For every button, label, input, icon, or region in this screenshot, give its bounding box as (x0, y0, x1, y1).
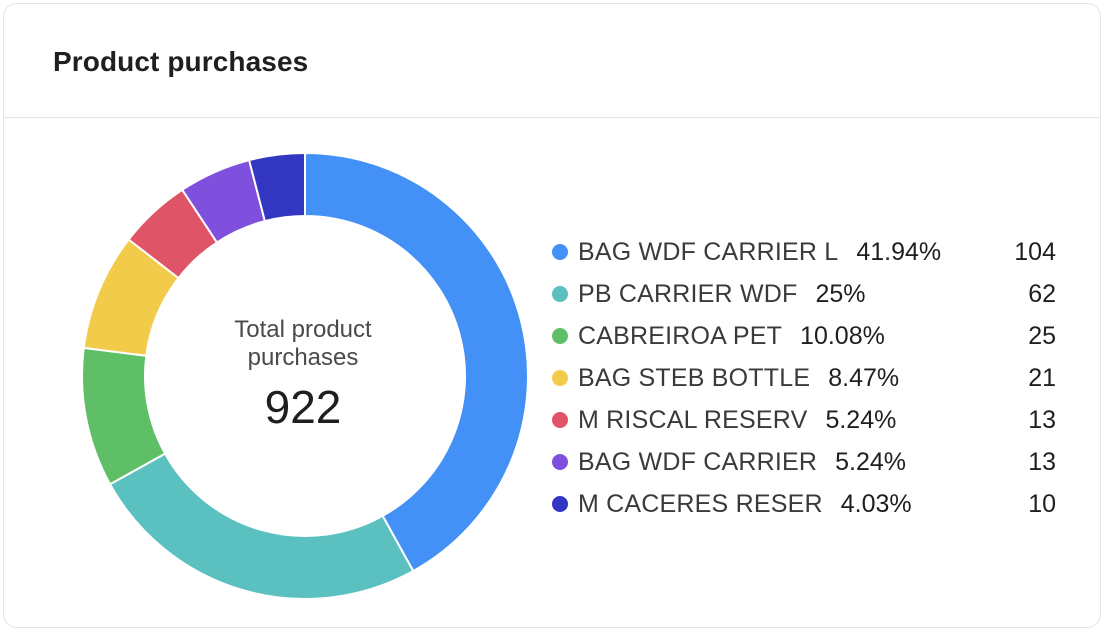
legend-swatch (552, 496, 568, 512)
legend-label: PB CARRIER WDF (578, 279, 798, 308)
legend-label: CABREIROA PET (578, 321, 783, 350)
legend-percent: 8.47% (828, 363, 900, 392)
legend-label: M RISCAL RESERV (578, 405, 808, 434)
legend-label: BAG WDF CARRIER (578, 447, 818, 476)
product-purchases-card: Product purchases Total product purchase… (3, 3, 1101, 628)
center-total-value: 922 (264, 381, 342, 433)
legend-percent: 41.94% (856, 237, 942, 266)
legend-value: 13 (1028, 405, 1056, 434)
legend-label: BAG WDF CARRIER L (578, 237, 839, 266)
legend-item[interactable]: M CACERES RESER 4.03% 10 (552, 483, 1056, 525)
legend-swatch (552, 286, 568, 302)
donut-chart (81, 151, 529, 600)
legend-value: 21 (1028, 363, 1056, 392)
legend-percent: 25% (815, 279, 866, 308)
legend-label: M CACERES RESER (578, 489, 823, 518)
donut-slice-7[interactable] (247, 151, 306, 223)
legend-percent: 10.08% (800, 321, 885, 350)
legend-swatch (552, 370, 568, 386)
legend-value: 62 (1028, 279, 1056, 308)
legend-swatch (552, 454, 568, 470)
legend-label: BAG STEB BOTTLE (578, 363, 811, 392)
legend-item[interactable]: BAG STEB BOTTLE 8.47% 21 (552, 357, 1056, 399)
legend-percent: 5.24% (825, 405, 897, 434)
legend-item[interactable]: BAG WDF CARRIER L 41.94% 104 (552, 231, 1056, 273)
center-total-label: Total product purchases (234, 316, 372, 371)
legend-item[interactable]: CABREIROA PET 10.08% 25 (552, 315, 1056, 357)
chart-legend: BAG WDF CARRIER L 41.94% 104 PB CARRIER WDF… (552, 231, 1056, 525)
donut-slice-2[interactable] (108, 452, 415, 600)
card-title: Product purchases (53, 46, 309, 77)
donut-slice-1[interactable] (304, 151, 529, 573)
chart-area: Total product purchases 922 BAG WDF CARR… (4, 118, 1100, 627)
card-header: Product purchases (4, 4, 1100, 118)
legend-item[interactable]: BAG WDF CARRIER 5.24% 13 (552, 441, 1056, 483)
legend-swatch (552, 412, 568, 428)
legend-value: 13 (1028, 447, 1056, 476)
legend-swatch (552, 244, 568, 260)
legend-percent: 5.24% (835, 447, 907, 476)
legend-value: 25 (1028, 321, 1056, 350)
legend-item[interactable]: M RISCAL RESERV 5.24% 13 (552, 399, 1056, 441)
legend-item[interactable]: PB CARRIER WDF 25% 62 (552, 273, 1056, 315)
legend-percent: 4.03% (840, 489, 912, 518)
legend-value: 104 (1014, 237, 1056, 266)
legend-swatch (552, 328, 568, 344)
legend-value: 10 (1028, 489, 1056, 518)
